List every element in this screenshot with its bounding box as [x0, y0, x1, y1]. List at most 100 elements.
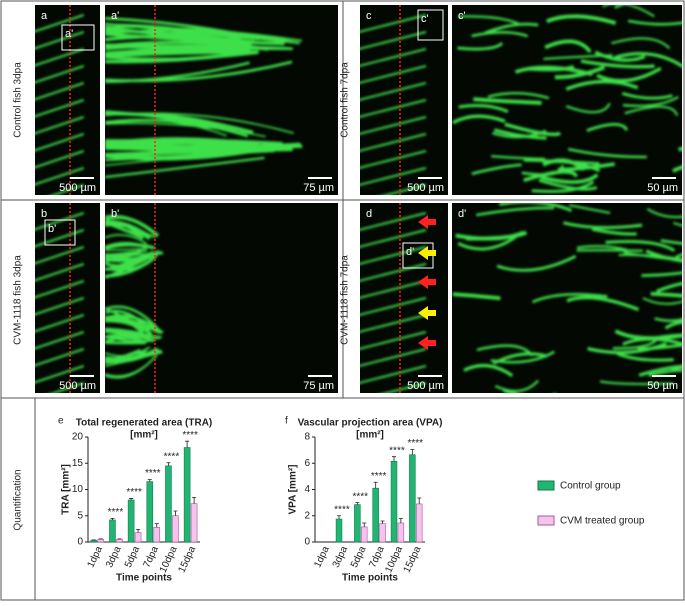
bar: [379, 523, 386, 543]
error-bar: [185, 440, 190, 448]
panel-letter: b': [111, 208, 119, 220]
vessel: [554, 65, 606, 80]
row-label: CVM-1118 fish 3dpa: [13, 255, 24, 345]
x-tick-label: 7dpa: [142, 544, 162, 569]
vessel: [576, 248, 643, 252]
x-tick-label: 7dpa: [367, 544, 387, 569]
vessel: [471, 30, 529, 38]
vessel: [660, 239, 682, 245]
vessel: [105, 336, 148, 345]
ray: [360, 348, 427, 367]
bar: [165, 465, 172, 543]
vessel: [624, 105, 679, 117]
inset-box: [61, 24, 95, 51]
vessel: [471, 163, 522, 176]
bar: [360, 526, 368, 543]
ray: [35, 314, 85, 333]
vessel: [523, 170, 579, 183]
vessel: [105, 139, 230, 148]
error-bar: [392, 456, 397, 462]
panel-letter: c': [458, 10, 466, 22]
significance: ****: [182, 430, 198, 441]
scale-label: 500 µm: [407, 182, 444, 194]
vessel: [491, 155, 545, 160]
vessels: [105, 214, 164, 379]
arrow: [418, 275, 436, 289]
ray: [360, 263, 427, 282]
legend-label: Control group: [560, 481, 621, 492]
vessel: [594, 50, 646, 62]
ray: [35, 31, 85, 50]
vessel: [105, 122, 266, 138]
significance: ****: [126, 487, 142, 498]
inset-label: d': [406, 246, 414, 258]
micrograph: b'b 500 µm: [35, 203, 100, 393]
ray: [35, 99, 85, 118]
ray: [35, 280, 85, 299]
vessel: [623, 251, 682, 262]
inset-label: c': [421, 13, 429, 25]
significance: ****: [334, 504, 350, 515]
error-bar: [136, 529, 141, 533]
error-bar: [147, 479, 152, 482]
ray: [35, 48, 85, 67]
vessel: [596, 66, 662, 83]
vessel: [528, 64, 575, 72]
y-tick-label: 8: [304, 432, 310, 443]
error-bar: [380, 520, 385, 524]
vessel: [105, 328, 148, 340]
ray: [35, 167, 85, 186]
vessel: [105, 156, 265, 179]
ray: [35, 212, 85, 231]
error-bar: [117, 538, 122, 540]
error-bar: [410, 449, 415, 455]
significance: ****: [407, 438, 423, 449]
vessel: [105, 242, 156, 250]
bar: [190, 503, 198, 543]
vessel: [546, 14, 617, 26]
micrograph: d' d 500 µm: [360, 203, 448, 393]
vessel: [105, 25, 303, 42]
legend-label: CVM treated group: [560, 516, 645, 527]
ray: [382, 382, 427, 393]
vessel: [566, 295, 640, 312]
vessel: [531, 180, 595, 193]
vessel: [622, 95, 679, 108]
legend-swatch: [537, 480, 555, 491]
panel-letter: c: [366, 10, 372, 22]
vessel: [458, 15, 521, 26]
vessel: [622, 337, 682, 346]
vessel: [105, 258, 154, 278]
vessel: [599, 380, 674, 386]
vessel: [627, 19, 682, 26]
bar: [372, 487, 379, 543]
error-bar: [417, 497, 422, 504]
error-bar: [110, 517, 115, 520]
x-axis-label: Time points: [116, 573, 172, 584]
error-bar: [91, 539, 96, 541]
vessel: [105, 334, 155, 342]
vessel: [105, 250, 143, 258]
vessel: [502, 388, 557, 393]
vessel: [105, 327, 163, 339]
vessel: [457, 41, 504, 51]
significance: ****: [108, 507, 124, 518]
ray: [360, 314, 427, 333]
ray: [35, 365, 85, 384]
error-bar: [129, 498, 134, 500]
x-tick-label: 1dpa: [86, 544, 106, 569]
panel-letter: f: [285, 416, 288, 427]
ray: [35, 65, 85, 84]
vessel: [496, 254, 577, 272]
arrow: [418, 215, 436, 229]
vessel: [476, 206, 554, 217]
y-tick-label: 5: [77, 510, 83, 521]
error-bar: [173, 510, 178, 516]
error-bar: [98, 538, 103, 540]
x-tick-label: 3dpa: [104, 544, 124, 569]
vessel: [105, 354, 158, 377]
bar: [127, 499, 135, 543]
arrow: [418, 306, 436, 320]
vessel: [621, 91, 673, 100]
